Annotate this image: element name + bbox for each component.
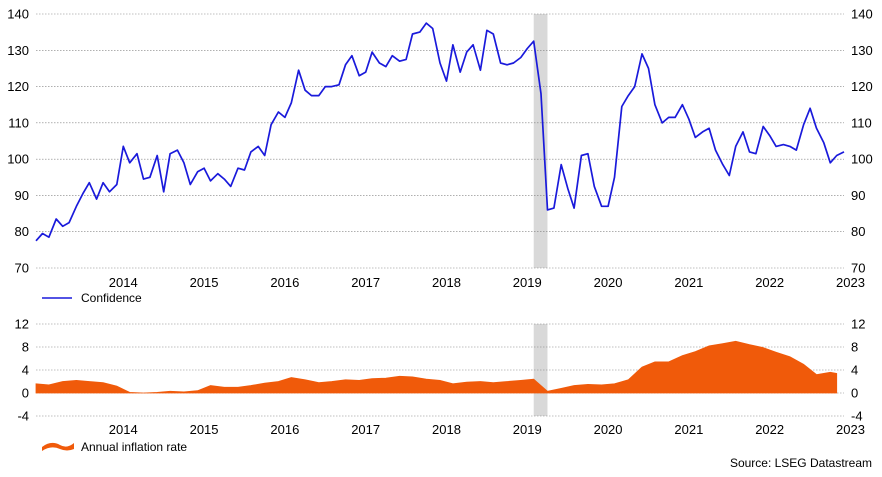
inflation-ytick-right: 12 bbox=[851, 317, 865, 332]
inflation-ytick-left: 8 bbox=[22, 340, 29, 355]
confidence-xtick: 2021 bbox=[674, 275, 703, 290]
confidence-xtick: 2020 bbox=[594, 275, 623, 290]
inflation-xtick: 2015 bbox=[190, 422, 219, 437]
source-note: Source: LSEG Datastream bbox=[730, 456, 872, 470]
confidence-xtick: 2023 bbox=[836, 275, 865, 290]
inflation-ytick-left: -4 bbox=[17, 409, 29, 424]
inflation-xtick: 2019 bbox=[513, 422, 542, 437]
inflation-xtick: 2023 bbox=[836, 422, 865, 437]
inflation-ytick-right: -4 bbox=[851, 409, 863, 424]
confidence-ytick-left: 130 bbox=[7, 43, 29, 58]
confidence-ytick-right: 100 bbox=[851, 152, 873, 167]
confidence-ytick-right: 110 bbox=[851, 115, 872, 130]
confidence-legend-label: Confidence bbox=[81, 291, 142, 305]
confidence-xtick: 2017 bbox=[351, 275, 380, 290]
inflation-ytick-right: 0 bbox=[851, 386, 858, 401]
inflation-legend-swatch bbox=[42, 442, 74, 451]
confidence-ytick-right: 140 bbox=[851, 7, 873, 22]
confidence-series-line bbox=[35, 22, 845, 242]
confidence-ytick-left: 140 bbox=[7, 7, 29, 22]
inflation-ytick-right: 4 bbox=[851, 363, 858, 378]
confidence-ytick-left: 70 bbox=[15, 261, 29, 276]
inflation-xtick: 2022 bbox=[755, 422, 784, 437]
confidence-ytick-left: 110 bbox=[8, 115, 29, 130]
confidence-xtick: 2022 bbox=[755, 275, 784, 290]
confidence-ytick-left: 120 bbox=[7, 79, 29, 94]
inflation-xtick: 2021 bbox=[674, 422, 703, 437]
confidence-ytick-right: 130 bbox=[851, 43, 873, 58]
confidence-ytick-left: 100 bbox=[7, 152, 29, 167]
confidence-ytick-right: 70 bbox=[851, 261, 865, 276]
confidence-ytick-right: 80 bbox=[851, 224, 865, 239]
confidence-xtick: 2016 bbox=[270, 275, 299, 290]
inflation-xtick: 2017 bbox=[351, 422, 380, 437]
confidence-xtick: 2019 bbox=[513, 275, 542, 290]
inflation-ytick-left: 12 bbox=[15, 317, 29, 332]
inflation-xtick: 2016 bbox=[270, 422, 299, 437]
confidence-ytick-right: 90 bbox=[851, 188, 865, 203]
inflation-series-area bbox=[35, 340, 838, 394]
inflation-legend-label: Annual inflation rate bbox=[81, 440, 187, 454]
confidence-xtick: 2014 bbox=[109, 275, 138, 290]
confidence-highlight-band bbox=[533, 14, 548, 268]
inflation-ytick-left: 4 bbox=[22, 363, 29, 378]
confidence-ytick-left: 80 bbox=[15, 224, 29, 239]
confidence-ytick-left: 90 bbox=[15, 188, 29, 203]
inflation-xtick: 2020 bbox=[594, 422, 623, 437]
inflation-xtick: 2014 bbox=[109, 422, 138, 437]
inflation-xtick: 2018 bbox=[432, 422, 461, 437]
confidence-xtick: 2015 bbox=[190, 275, 219, 290]
inflation-ytick-left: 0 bbox=[22, 386, 29, 401]
confidence-xtick: 2018 bbox=[432, 275, 461, 290]
inflation-ytick-right: 8 bbox=[851, 340, 858, 355]
confidence-ytick-right: 120 bbox=[851, 79, 873, 94]
